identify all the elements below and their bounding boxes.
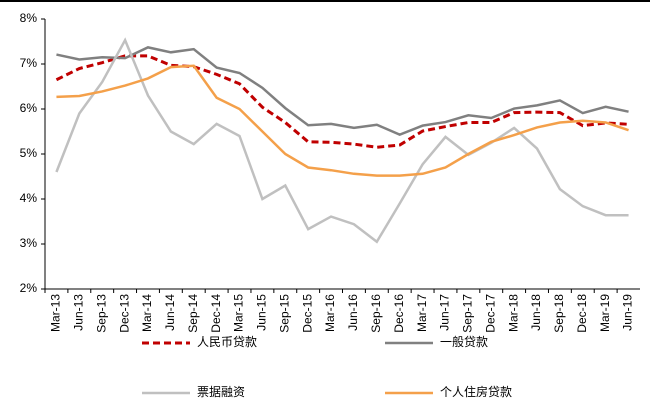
x-tick-label: Jun-19 [621, 294, 635, 331]
x-tick-label: Mar-14 [140, 294, 154, 332]
y-tick-label: 6% [20, 101, 38, 115]
x-tick-label: Mar-16 [323, 294, 337, 332]
x-tick-label: Mar-13 [49, 294, 63, 332]
legend-label: 票据融资 [197, 385, 245, 399]
series-line [56, 46, 629, 137]
x-tick-label: Sep-18 [552, 294, 566, 333]
x-tick-label: Jun-13 [71, 294, 85, 331]
series-line [56, 64, 629, 177]
x-tick-label: Dec-16 [392, 294, 406, 333]
x-tick-label: Jun-17 [438, 294, 452, 331]
y-tick-label: 7% [20, 56, 38, 70]
x-tick-label: Jun-18 [529, 294, 543, 331]
series-line [55, 54, 629, 149]
x-tick-label: Sep-14 [186, 294, 200, 333]
x-tick-label: Jun-15 [255, 294, 269, 331]
x-tick-label: Dec-17 [483, 294, 497, 333]
x-tick-label: Sep-16 [369, 294, 383, 333]
x-tick-label: Mar-18 [506, 294, 520, 332]
x-tick-label: Sep-17 [461, 294, 475, 333]
x-tick-label: Dec-15 [300, 294, 314, 333]
series-line [55, 37, 629, 244]
x-tick-label: Mar-15 [232, 294, 246, 332]
x-tick-label: Mar-19 [598, 294, 612, 332]
x-tick-label: Sep-15 [277, 294, 291, 333]
y-tick-label: 4% [20, 191, 38, 205]
x-tick-label: Dec-14 [209, 294, 223, 333]
y-tick-label: 5% [20, 146, 38, 160]
y-tick-label: 2% [20, 281, 38, 295]
legend-label: 人民币贷款 [197, 335, 257, 349]
y-tick-label: 3% [20, 236, 38, 250]
x-tick-label: Jun-14 [163, 294, 177, 331]
x-tick-label: Dec-13 [117, 294, 131, 333]
legend-label: 个人住房贷款 [440, 384, 512, 399]
x-tick-label: Mar-17 [415, 294, 429, 332]
x-tick-label: Sep-13 [94, 294, 108, 333]
x-tick-label: Jun-16 [346, 294, 360, 331]
x-tick-label: Dec-18 [575, 294, 589, 333]
y-tick-label: 8% [20, 11, 38, 25]
legend-label: 一般贷款 [440, 334, 488, 349]
